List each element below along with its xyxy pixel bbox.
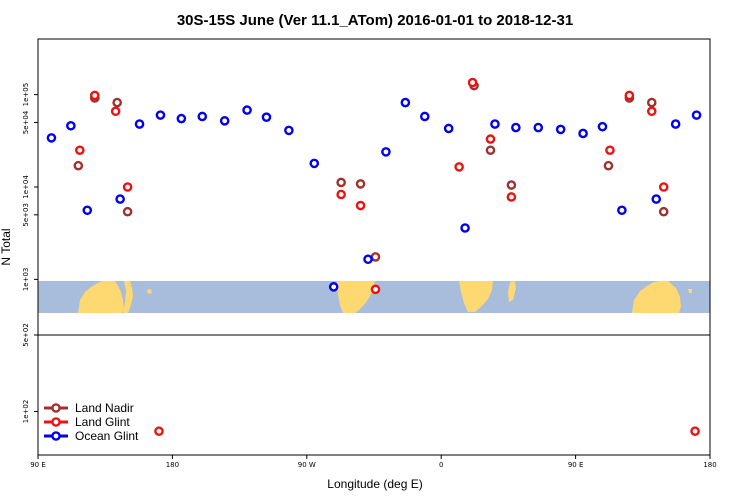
point-land-nadir [355,179,366,189]
point-land-nadir [658,206,669,217]
point-land-glint [110,106,121,117]
point-land-glint [89,90,100,101]
map-land-islands [147,289,152,294]
point-ocean-glint [155,110,166,120]
point-ocean-glint [46,133,57,143]
lower-y-tick-label: 1e+02 [22,400,30,424]
point-ocean-glint [261,112,272,122]
map-land-east-australia [123,281,133,313]
point-ocean-glint [460,223,470,233]
point-ocean-glint [381,147,391,157]
point-land-nadir [370,252,381,262]
data-points [46,77,702,437]
point-ocean-glint [82,205,93,216]
point-land-glint [485,134,496,144]
upper-y-tick-label: 5e+04 [22,110,30,134]
point-ocean-glint [134,119,145,129]
legend-label-land-nadir: Land Nadir [75,401,134,415]
point-ocean-glint [363,254,373,265]
legend-marker-ocean-glint [51,431,61,441]
x-tick-label: 90 W [298,461,316,469]
x-tick-label: 90 E [568,461,584,469]
point-ocean-glint [511,122,521,133]
point-ocean-glint [400,97,411,108]
map-land-madagascar [508,281,516,302]
map-land-islands-2 [688,289,692,293]
point-ocean-glint [578,128,588,139]
point-ocean-glint [490,119,500,129]
point-land-glint [454,162,464,172]
legend-label-ocean-glint: Ocean Glint [75,429,139,443]
point-ocean-glint [219,116,230,126]
upper-y-tick-label: 1e+04 [22,175,30,199]
upper-y-tick-label: 1e+03 [22,268,30,292]
legend-marker-land-nadir [51,403,61,413]
legend-item-ocean-glint: Ocean Glint [44,429,139,443]
legend-label-land-glint: Land Glint [75,415,130,429]
map-land-africa [459,281,493,312]
point-ocean-glint [691,110,702,120]
point-ocean-glint [555,124,566,135]
x-tick-label: 0 [439,461,443,469]
point-land-nadir [112,97,122,108]
map-land-australia [78,281,124,313]
point-ocean-glint [242,105,252,115]
x-tick-label: 180 [166,461,179,469]
lower-y-tick-label: 5e+02 [22,323,30,347]
point-ocean-glint [533,122,544,133]
chart-title: 30S-15S June (Ver 11.1_ATom) 2016-01-01 … [177,12,573,29]
point-land-nadir [122,206,133,217]
point-ocean-glint [284,125,294,136]
legend-item-land-nadir: Land Nadir [44,401,134,415]
point-ocean-glint [66,120,76,131]
plot-frame [37,38,711,456]
point-land-glint [75,145,85,156]
point-land-glint [122,182,133,192]
point-land-glint [355,200,366,211]
point-ocean-glint [651,194,662,204]
point-ocean-glint [419,111,430,122]
point-land-glint [605,145,615,156]
x-tick-label: 90 E [30,461,46,469]
legend-item-land-glint: Land Glint [44,415,130,429]
point-ocean-glint [597,121,608,132]
y-axis-label: N Total [0,228,13,265]
point-land-glint [646,106,657,117]
axis-ticks: 90 E 180 90 W 0 90 E 180 1e+03 5e+03 1e+04 5e+04 1… [22,83,717,469]
point-land-glint [658,182,669,192]
point-land-glint [690,426,700,437]
x-axis-label: Longitude (deg E) [327,477,422,491]
point-land-nadir [603,160,614,171]
upper-y-tick-label: 1e+05 [22,83,30,107]
point-land-glint [624,90,635,101]
point-land-nadir [73,160,84,171]
map-land-south-america [337,281,375,313]
point-ocean-glint [328,282,339,292]
point-land-nadir [506,180,517,190]
point-ocean-glint [197,111,208,122]
point-ocean-glint [309,158,320,169]
point-ocean-glint [670,119,681,129]
point-ocean-glint [443,123,454,134]
point-land-glint [154,426,164,437]
legend: Land Nadir Land Glint Ocean Glint [44,401,139,443]
point-land-nadir [646,97,657,108]
legend-marker-land-glint [51,417,61,427]
point-land-glint [370,284,381,295]
point-ocean-glint [115,194,125,204]
point-ocean-glint [176,113,187,124]
map-land-australia-2 [632,281,681,313]
x-tick-label: 180 [703,461,716,469]
upper-y-tick-label: 5e+03 [22,203,30,227]
point-land-glint [336,189,346,200]
point-ocean-glint [617,205,627,216]
point-land-glint [506,192,517,202]
point-land-glint [467,77,478,88]
point-land-nadir [336,177,346,188]
point-land-nadir [485,145,496,156]
